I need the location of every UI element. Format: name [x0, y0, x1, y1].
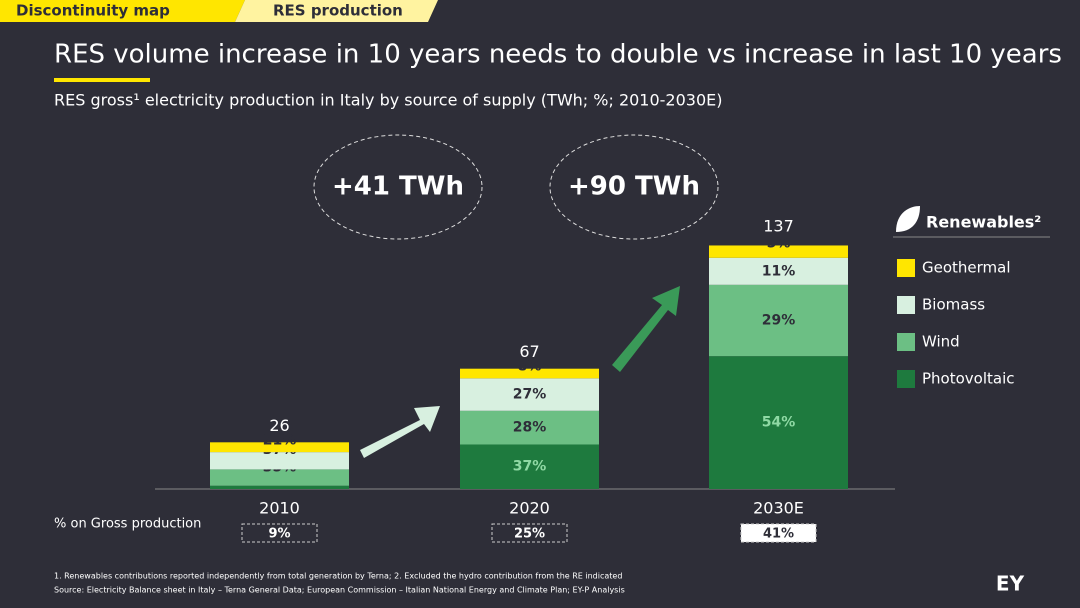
legend-swatch [897, 259, 915, 277]
legend-swatch [897, 296, 915, 314]
share-label: 25% [514, 527, 545, 542]
tab-bg [235, 0, 438, 22]
share-box [491, 523, 568, 543]
arrow [360, 406, 440, 458]
legend-label: Biomass [922, 296, 985, 314]
bar-segment [709, 284, 848, 357]
data-label: 27% [513, 387, 547, 403]
share-box [241, 523, 318, 543]
subtitle: RES gross¹ electricity production in Ita… [54, 91, 723, 110]
share-label: 41% [763, 527, 794, 542]
bar-segment [460, 444, 599, 489]
total-label: 137 [763, 217, 794, 236]
data-label: 29% [762, 312, 796, 328]
x-tick-label: 2020 [509, 499, 550, 518]
logo: EY [996, 572, 1025, 596]
arrow [612, 286, 680, 372]
bar-segment [460, 378, 599, 411]
tab-bg [0, 0, 245, 22]
legend-swatch [897, 333, 915, 351]
x-tick-label: 2010 [259, 499, 300, 518]
bar-segment [210, 452, 349, 470]
data-label: 5% [767, 235, 791, 251]
bar-segment [460, 368, 599, 379]
title-underline [54, 78, 150, 82]
total-label: 67 [519, 342, 539, 361]
annotation: +41 TWh [332, 172, 464, 202]
share-label: 9% [268, 527, 290, 542]
footnote: Source: Electricity Balance sheet in Ita… [54, 586, 625, 595]
bar-segment [709, 356, 848, 489]
data-label: 8% [518, 359, 542, 375]
annotation: +90 TWh [568, 172, 700, 202]
share-box [740, 523, 817, 543]
legend-swatch [897, 370, 915, 388]
bar-segment [709, 245, 848, 258]
data-label: 11% [762, 263, 796, 279]
legend-label: Geothermal [922, 259, 1011, 277]
tab[interactable]: Discontinuity map [16, 2, 170, 20]
row-label: % on Gross production [54, 517, 201, 532]
data-label: 21% [263, 432, 297, 448]
legend-label: Wind [922, 333, 960, 351]
legend-title: Renewables² [926, 213, 1041, 232]
bar-segment [210, 485, 349, 489]
chart-title: RES volume increase in 10 years needs to… [54, 40, 1062, 70]
tab[interactable]: RES production [273, 2, 403, 20]
bar-segment [210, 469, 349, 486]
bubble [549, 134, 719, 240]
bar-segment [709, 257, 848, 285]
data-label: 37% [513, 459, 547, 475]
bar-segment [210, 442, 349, 453]
x-tick-label: 2030E [753, 499, 804, 518]
leaf-icon [896, 206, 920, 232]
bar-segment [460, 410, 599, 445]
data-label: 54% [762, 415, 796, 431]
bubble [313, 134, 483, 240]
legend-label: Photovoltaic [922, 370, 1015, 388]
data-label: 28% [513, 420, 547, 436]
total-label: 26 [269, 416, 289, 435]
footnote: 1. Renewables contributions reported ind… [54, 572, 622, 581]
